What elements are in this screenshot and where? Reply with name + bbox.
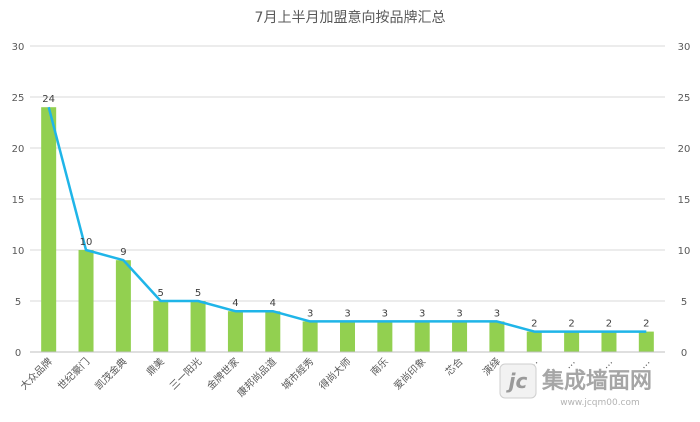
- chart-title: 7月上半月加盟意向按品牌汇总: [255, 9, 446, 26]
- y2-tick-label: 25: [678, 93, 691, 104]
- data-label: 3: [344, 308, 350, 319]
- data-label: 3: [494, 308, 500, 319]
- bar: [302, 321, 318, 352]
- y2-tick-label: 20: [678, 144, 691, 155]
- y-axis-left: 0 5 10 15 20 25 30: [12, 42, 25, 359]
- data-label: 24: [42, 94, 55, 105]
- bar: [601, 331, 617, 352]
- data-label: 10: [80, 237, 93, 248]
- x-tick-label: 城市經秀: [279, 355, 316, 392]
- x-tick-label: 南乐: [368, 355, 391, 378]
- bar: [115, 260, 131, 352]
- data-label: 9: [120, 247, 126, 258]
- data-label: 4: [270, 298, 276, 309]
- y2-tick-label: 30: [678, 42, 691, 53]
- bar-series: [41, 107, 654, 352]
- x-tick-label: 世纪豪门: [55, 355, 92, 392]
- data-label: 3: [382, 308, 388, 319]
- data-label: 5: [195, 288, 201, 299]
- x-tick-label: 凯茂金典: [92, 355, 129, 392]
- bar: [41, 107, 57, 352]
- y-tick-label: 10: [12, 246, 25, 257]
- y-tick-label: 25: [12, 93, 25, 104]
- y2-tick-label: 5: [681, 297, 687, 308]
- y-tick-label: 20: [12, 144, 25, 155]
- bar: [564, 331, 580, 352]
- data-label: 3: [456, 308, 462, 319]
- gridlines: [30, 45, 665, 353]
- bar: [78, 250, 94, 352]
- y-tick-label: 15: [12, 195, 25, 206]
- data-label: 2: [643, 319, 649, 330]
- watermark: jc 集成墙面网 www.jcqm00.com: [499, 363, 652, 408]
- bar: [153, 301, 169, 352]
- data-label: 4: [232, 298, 238, 309]
- watermark-logo: jc: [499, 363, 537, 399]
- bar: [227, 311, 243, 352]
- watermark-text: 集成墙面网: [541, 368, 652, 394]
- y-axis-right: 0 5 10 15 20 25 30: [678, 42, 691, 359]
- data-label: 2: [606, 319, 612, 330]
- bar: [190, 301, 206, 352]
- y-tick-label: 5: [15, 297, 21, 308]
- series-line: [47, 106, 647, 333]
- bar: [340, 321, 355, 352]
- bar: [452, 321, 468, 352]
- data-label: 2: [568, 319, 574, 330]
- x-tick-label: 鼎美: [144, 355, 167, 378]
- bar: [377, 321, 393, 352]
- bar: [414, 321, 430, 352]
- bar: [638, 331, 654, 352]
- y2-tick-label: 15: [678, 195, 691, 206]
- line-series: [47, 106, 647, 333]
- data-label: 2: [531, 319, 537, 330]
- x-tick-label: 爱尚印象: [391, 355, 428, 392]
- bar: [526, 331, 542, 352]
- bar: [489, 321, 505, 352]
- svg-text:jc: jc: [506, 369, 528, 393]
- data-label: 5: [158, 288, 164, 299]
- x-tick-label: 芯合: [442, 355, 465, 378]
- data-label: 3: [419, 308, 425, 319]
- x-tick-label: 得尚大师: [316, 355, 353, 392]
- x-tick-label: 三一阳光: [167, 355, 204, 392]
- y2-tick-label: 10: [678, 246, 691, 257]
- x-tick-label: 康邦尚品道: [234, 355, 279, 400]
- x-tick-label: 金牌世家: [204, 355, 241, 392]
- watermark-url: www.jcqm00.com: [560, 398, 640, 408]
- y-tick-label: 30: [12, 42, 25, 53]
- y2-tick-label: 0: [681, 348, 687, 359]
- y-tick-label: 0: [15, 348, 21, 359]
- data-labels: 24 10 9 5 5 4 4 3 3 3 3 3 3 2 2 2 2: [42, 94, 649, 329]
- x-tick-label: 大众品牌: [17, 355, 54, 392]
- data-label: 3: [307, 308, 313, 319]
- bar: [265, 311, 281, 352]
